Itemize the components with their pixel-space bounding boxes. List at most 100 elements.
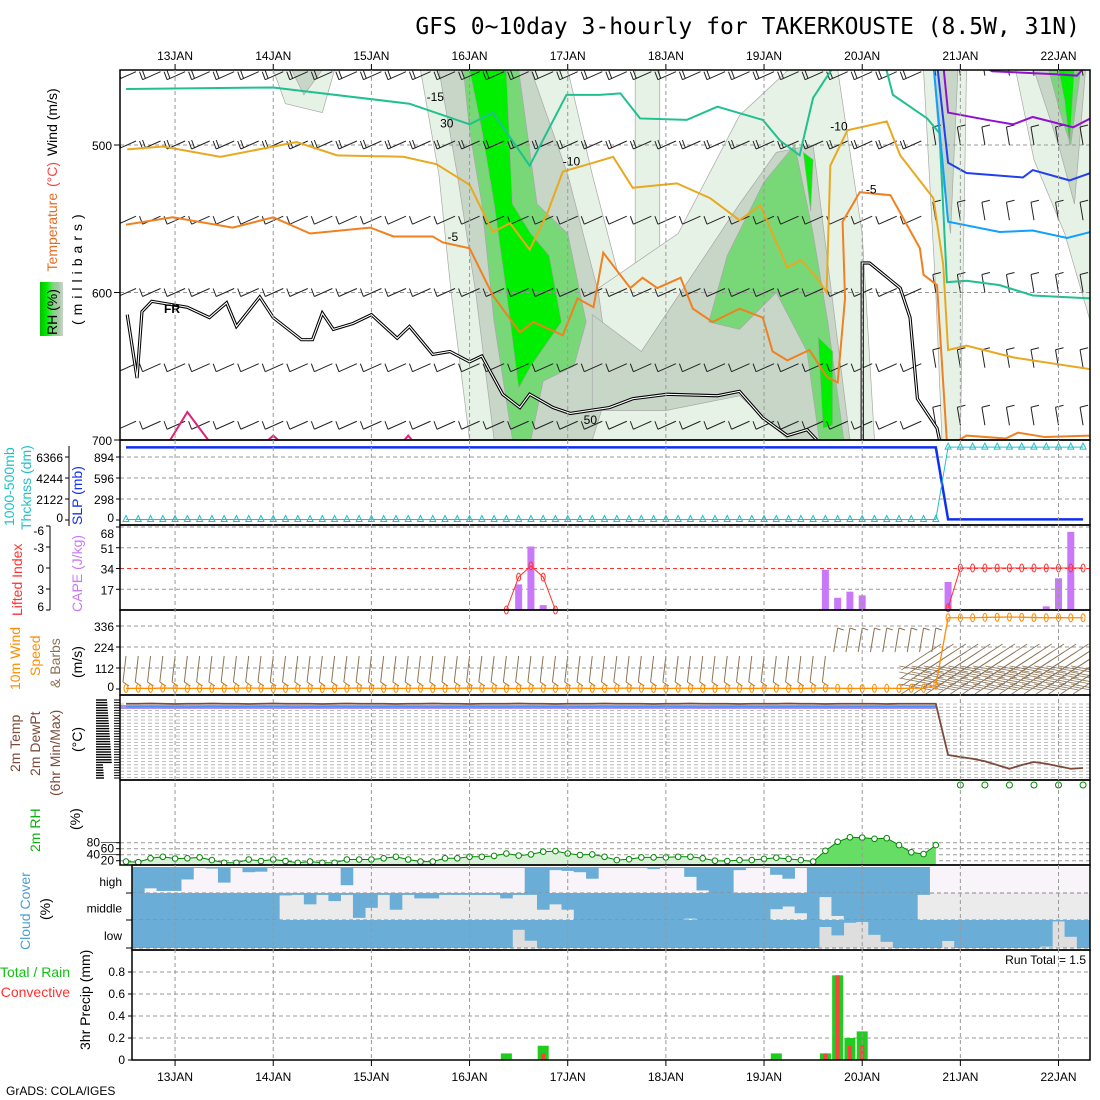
- wind10-barb-hatch: [986, 643, 1028, 671]
- rh2m-point: [650, 854, 657, 861]
- wind-barb: [1030, 199, 1040, 221]
- wind10-barb: [699, 655, 704, 683]
- barb-staff: [780, 420, 799, 430]
- cloud-cell-middle: [770, 893, 783, 910]
- wind-barb: [1005, 404, 1015, 426]
- wind-barb: [482, 70, 505, 81]
- thickness-point: [367, 514, 376, 523]
- barb-flag: [1079, 124, 1089, 128]
- cloud-cell-middle: [487, 893, 501, 895]
- barb-flag: [654, 421, 659, 430]
- barb-flag: [286, 140, 291, 150]
- cloud-cell-low: [745, 920, 759, 948]
- day-label-top: 21JAN: [942, 49, 978, 63]
- thickness-point: [747, 514, 756, 523]
- barb-flag: [115, 364, 118, 372]
- barb-staff: [608, 420, 628, 430]
- wind-barb: [359, 288, 382, 297]
- wind-barb: [605, 420, 628, 430]
- cloud-cell-high: [217, 867, 231, 883]
- wind-speed-point: [982, 612, 988, 622]
- rh2m-point: [245, 856, 252, 863]
- rh2m-point: [613, 856, 621, 864]
- barb-staff: [878, 420, 897, 430]
- barb-flag: [580, 288, 585, 297]
- barb-flag: [804, 70, 809, 79]
- cloud-cell-low: [1003, 920, 1016, 948]
- temp-title-3: (6hr Min/Max): [47, 710, 63, 796]
- barb-flag: [240, 139, 245, 149]
- barb-flag: [310, 421, 315, 430]
- wind10-barb-hatch: [1058, 683, 1090, 691]
- wind-barb: [507, 139, 529, 150]
- barb-staff: [657, 420, 677, 430]
- cloud-cell-middle: [389, 893, 403, 910]
- lifted-index-point: [982, 563, 988, 573]
- barb-staff: [633, 363, 652, 373]
- barb-flag: [1055, 404, 1064, 408]
- wind-barb: [752, 70, 775, 81]
- wind10-barb: [515, 655, 520, 683]
- wind-barb: [139, 420, 161, 430]
- barb-flag: [755, 139, 760, 149]
- wind-speed-point: [1068, 613, 1074, 623]
- day-label-bottom: 21JAN: [942, 1070, 978, 1084]
- barb-staff: [412, 363, 431, 373]
- wind-tick-label: 112: [95, 662, 114, 676]
- barb-staff: [1005, 407, 1010, 426]
- cloud-cell-high: [708, 867, 722, 893]
- cloud-cell-low: [549, 920, 562, 948]
- wind-barb: [678, 70, 701, 81]
- wind-barb: [1030, 347, 1040, 368]
- wind-barb: [654, 70, 677, 81]
- cloud-cell-high: [917, 867, 930, 893]
- barb-staff: [120, 215, 137, 224]
- thickness-point: [306, 514, 314, 523]
- day-label-bottom: 15JAN: [353, 1070, 389, 1084]
- cloud-cell-high: [291, 867, 305, 869]
- barb-flag: [507, 71, 512, 80]
- thickness-point: [576, 514, 584, 523]
- cloud-cell-high: [451, 867, 464, 869]
- barb-flag: [556, 288, 561, 297]
- wind10-barb: [159, 655, 164, 683]
- cloud-cell-middle: [610, 893, 624, 920]
- barb-staff: [289, 363, 308, 373]
- thickness-point: [146, 514, 155, 523]
- wind-barb: [875, 139, 897, 150]
- rh2m-point: [539, 848, 547, 856]
- wind-speed-point: [970, 613, 976, 623]
- barb-staff: [510, 420, 529, 430]
- wind10-barb-hatch: [1058, 677, 1090, 685]
- barb-flag: [703, 363, 708, 372]
- cloud-cell-low: [181, 920, 194, 948]
- barb-flag: [387, 139, 392, 149]
- cloud-cell-low: [451, 920, 464, 948]
- pressure-axis-title: (millibars): [69, 209, 85, 325]
- wind10-barb-hatch: [1034, 671, 1067, 679]
- barb-staff: [657, 363, 677, 373]
- cloud-cell-middle: [843, 893, 857, 920]
- thickness-point: [649, 514, 658, 523]
- thickness-point: [686, 514, 695, 523]
- lifted-index-point: [1031, 563, 1037, 573]
- barb-flag: [957, 404, 966, 408]
- barb-staff: [1030, 202, 1035, 221]
- cloud-cell-low: [941, 920, 955, 941]
- rh2m-point: [773, 854, 780, 862]
- axes: 0029821225964244894636617345168-6-303601…: [33, 49, 1076, 1084]
- thickness-point: [441, 514, 449, 523]
- cloud-cell-middle: [757, 893, 771, 920]
- wind-barb: [310, 363, 333, 373]
- wind-barb: [1079, 347, 1089, 368]
- wind-barb: [286, 215, 308, 225]
- cloud-cell-middle: [475, 893, 489, 895]
- barb-staff: [755, 363, 775, 373]
- cloud-cell-low: [254, 920, 268, 948]
- cloud-cell-high: [500, 867, 513, 869]
- wind10-barb: [894, 627, 900, 653]
- cloud-cell-low: [1076, 920, 1090, 948]
- thickness-point: [588, 514, 597, 523]
- barb-flag: [510, 70, 515, 79]
- barb-flag: [1079, 347, 1089, 351]
